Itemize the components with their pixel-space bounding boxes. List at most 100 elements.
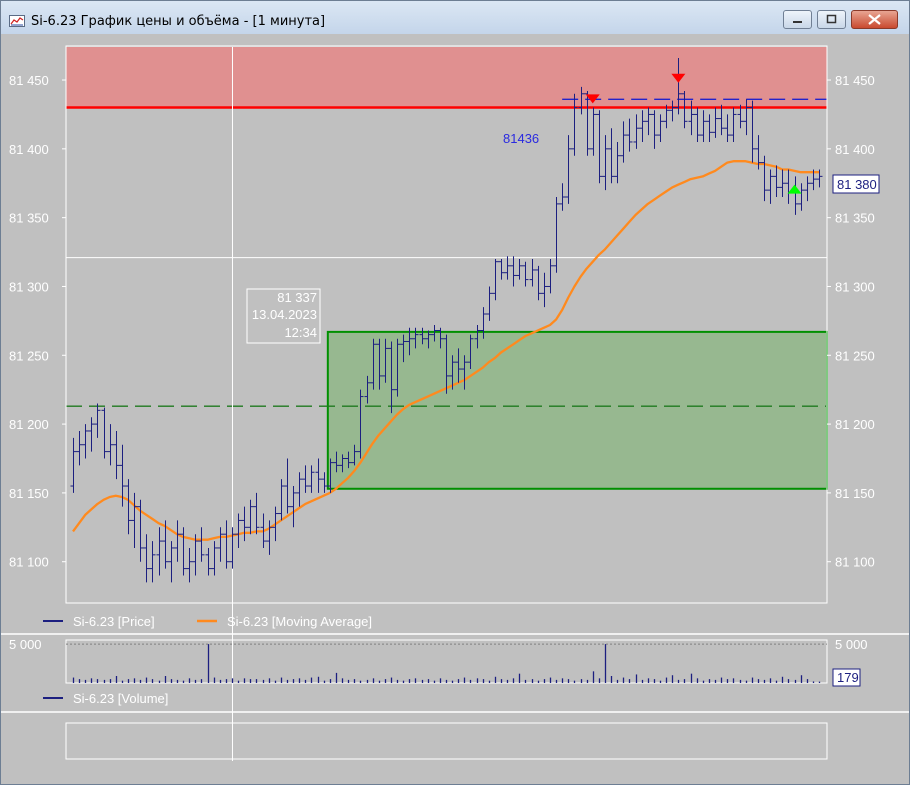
price-bar	[718, 104, 725, 136]
crosshair-label-box	[246, 288, 321, 344]
volume-pane-frame	[65, 639, 828, 684]
price-bar	[516, 258, 523, 280]
price-bar	[241, 506, 248, 542]
zones-layer	[66, 47, 828, 490]
price-bar	[620, 121, 627, 163]
price-bar	[571, 93, 578, 156]
price-bar	[578, 86, 585, 115]
price-bar	[529, 258, 536, 287]
price-bar	[645, 107, 652, 136]
price-bar	[712, 107, 719, 138]
price-bar	[443, 334, 450, 394]
price-bar	[522, 261, 529, 287]
price-bar	[455, 348, 462, 383]
price-bar	[260, 513, 267, 548]
chart-app-icon	[9, 15, 25, 27]
price-bar	[143, 534, 150, 583]
right-price-tick-label: 81 250	[835, 348, 875, 363]
price-bar	[425, 330, 432, 349]
price-bar	[767, 169, 774, 204]
price-bar	[669, 100, 676, 122]
price-bar	[186, 547, 193, 583]
price-bar	[101, 407, 108, 459]
price-bar	[107, 424, 114, 466]
price-bar	[217, 527, 224, 562]
price-bar	[535, 265, 542, 301]
price-bar	[339, 454, 346, 473]
maximize-button[interactable]	[817, 10, 846, 29]
price-bar	[333, 451, 340, 473]
price-bar	[761, 155, 768, 202]
volume-layer: 5 000 5 000	[9, 637, 868, 684]
price-bar	[406, 327, 413, 356]
left-price-tick-label: 81 250	[9, 348, 49, 363]
price-bar	[321, 472, 328, 493]
price-bar	[357, 389, 364, 459]
price-bar	[229, 527, 236, 569]
price-bar	[345, 451, 352, 469]
right-price-tick-label: 81 100	[835, 555, 875, 570]
price-bar	[737, 104, 744, 129]
price-bar	[223, 520, 230, 569]
price-bar	[315, 458, 322, 493]
price-bar	[272, 506, 279, 542]
price-bar	[681, 91, 688, 129]
price-bar	[657, 114, 664, 142]
price-bar	[180, 527, 187, 576]
price-bar	[131, 492, 138, 548]
price-bar	[370, 338, 377, 390]
current-price-label: 81 380	[837, 177, 877, 192]
price-bar	[382, 338, 389, 383]
price-bar	[278, 479, 285, 521]
price-bar	[400, 334, 407, 363]
price-bar	[119, 444, 126, 507]
close-button[interactable]	[851, 10, 898, 29]
price-bar	[82, 424, 89, 459]
price-bar	[266, 520, 273, 555]
price-bar	[156, 527, 163, 576]
price-bar	[755, 135, 762, 170]
price-bar	[510, 256, 517, 287]
price-bar	[284, 458, 291, 514]
left-price-tick-label: 81 450	[9, 73, 49, 88]
axes-layer: 81 100 81 100 81 150 81 150 81 200 81 200 81 2…	[1, 45, 909, 713]
maximize-icon	[826, 14, 837, 24]
legend-volume-label: Si-6.23 [Volume]	[73, 691, 168, 706]
price-bar	[804, 176, 811, 202]
price-bar	[633, 114, 640, 149]
price-bar	[113, 430, 120, 480]
price-bar	[419, 327, 426, 345]
crosshair-price-label: 81 337	[277, 290, 317, 305]
empty-indicator-panel	[65, 722, 828, 760]
right-price-tick-label: 81 200	[835, 417, 875, 432]
close-icon	[868, 14, 881, 25]
price-bar	[88, 417, 95, 452]
price-bar	[290, 486, 297, 528]
price-bar	[559, 183, 566, 211]
minimize-button[interactable]	[783, 10, 812, 29]
price-bar	[94, 403, 101, 438]
right-price-tick-label: 81 300	[835, 279, 875, 294]
price-bar	[351, 444, 358, 466]
price-bar	[137, 499, 144, 562]
grid-layer	[66, 47, 827, 761]
price-bar	[205, 547, 212, 576]
minimize-icon	[793, 21, 802, 23]
price-bar	[302, 465, 309, 493]
title-bar[interactable]: Si-6.23 График цены и объёма - [1 минута…	[1, 1, 909, 34]
price-pane-frame	[65, 45, 828, 604]
price-bar	[247, 499, 254, 535]
crosshair-time-label: 12:34	[284, 325, 317, 340]
price-bar	[626, 118, 633, 152]
price-bar	[706, 114, 713, 142]
price-bar	[651, 110, 658, 149]
price-bar	[480, 307, 487, 339]
price-bar	[412, 327, 419, 349]
price-bar	[565, 135, 572, 204]
price-bar	[437, 327, 444, 349]
left-volume-tick-label: 5 000	[9, 637, 42, 652]
right-volume-tick-label: 5 000	[835, 637, 868, 652]
price-bar	[553, 197, 560, 273]
